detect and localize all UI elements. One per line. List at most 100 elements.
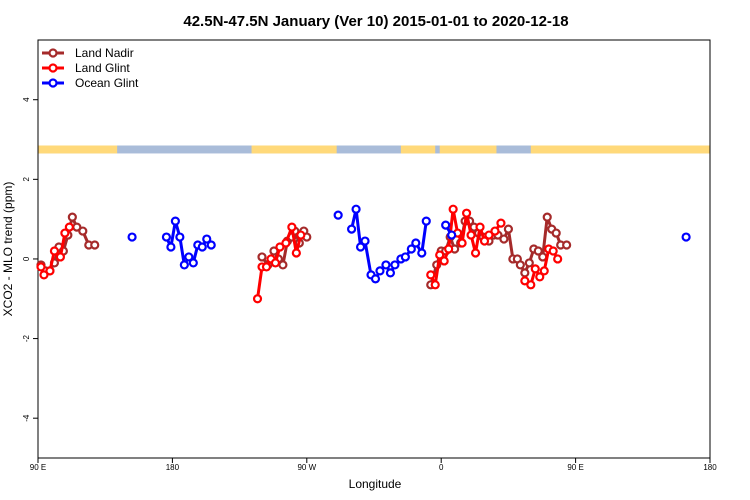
land-glint-point [496,218,506,228]
land-glint-point [39,270,49,280]
land-glint-point [479,236,490,246]
land-glint-point [270,258,281,268]
land-nadir-point [520,268,530,278]
land-glint-point [457,238,467,248]
ocean-glint-point [161,232,172,242]
ocean-glint-point [406,244,416,254]
legend-label-land-glint: Land Glint [75,61,130,75]
ocean-glint-point [441,220,451,230]
land-glint-point [520,276,530,286]
ocean-glint-point [170,216,180,226]
land-glint-point [526,280,536,290]
land-glint-point [475,222,485,232]
land-band-3 [439,145,497,154]
series-layer [36,204,691,304]
x-tick-label: 90 E [567,463,583,472]
ocean-glint-point [390,260,400,270]
ocean-glint-point [681,232,691,242]
land-glint-point [60,228,70,238]
land-glint-point [287,222,297,232]
chart-title: 42.5N-47.5N January (Ver 10) 2015-01-01 … [183,13,568,30]
land-glint-point [490,226,500,236]
y-axis: -4 -2 0 2 4 [22,97,38,422]
land-nadir-point [90,240,100,250]
land-nadir-point [551,228,561,238]
y-tick-label: -4 [22,414,31,422]
x-tick-label: 90 W [297,463,316,472]
land-glint-point [553,254,563,264]
land-glint-point [49,246,60,256]
ocean-glint-point [184,252,194,262]
land-band-1 [251,145,337,154]
ocean-glint-point [447,230,457,240]
land-nadir-point [278,260,288,270]
land-glint-point [444,244,454,254]
ocean-glint-point [375,266,385,276]
ocean-glint-point [188,258,198,268]
land-nadir-point [78,226,88,236]
land-glint-point [296,230,306,240]
series-ocean-glint [127,204,691,284]
land-band-2 [400,145,436,154]
y-tick-label: 0 [22,256,31,261]
land-nadir-point [67,212,77,222]
ocean-glint-point [347,224,357,234]
land-glint-point [55,252,66,262]
land-band-0 [38,145,118,154]
ocean-glint-point [166,242,176,252]
land-glint-point [261,262,272,272]
legend-label-land-nadir: Land Nadir [75,46,134,60]
land-glint-point [64,222,74,232]
land-nadir-point [257,252,267,262]
land-glint-point [45,266,55,276]
land-glint-point [275,242,285,252]
land-glint-point [466,230,476,240]
ocean-glint-point [400,252,410,262]
land-glint-point [548,246,558,256]
x-axis-label: Longitude [349,477,402,491]
x-tick-label: 90 E [30,463,46,472]
ocean-glint-point [175,232,185,242]
y-tick-label: -2 [22,334,31,342]
x-tick-label: 180 [703,463,717,472]
ocean-glint-point [417,248,427,258]
ocean-glint-point [127,232,137,242]
ocean-glint-point [411,238,421,248]
land-glint-point [484,230,494,240]
land-glint-point [426,270,436,280]
legend-label-ocean-glint: Ocean Glint [75,76,139,90]
land-glint-point [291,248,301,258]
legend-marker-ocean-glint [48,78,58,88]
ocean-glint-point [333,210,343,220]
land-glint-point [435,250,445,260]
x-tick-label: 180 [166,463,180,472]
land-nadir-point [524,258,534,268]
land-glint-point [539,266,549,276]
land-nadir-point [515,260,525,270]
land-glint-point [252,294,263,304]
land-band-4 [530,145,710,154]
ocean-glint-point [197,242,207,252]
land-glint-point [439,256,449,266]
land-glint-point [448,204,458,214]
y-tick-label: 2 [22,177,31,182]
y-tick-label: 4 [22,97,31,102]
plot-frame [37,39,711,459]
ocean-glint-point [360,236,370,246]
ocean-band [38,145,710,154]
ocean-glint-point [370,274,381,284]
y-axis-label: XCO2 - MLO trend (ppm) [1,182,15,317]
x-tick-label: 0 [439,463,444,472]
ocean-glint-point [202,234,212,244]
land-nadir-point [503,224,513,234]
land-glint-point [535,272,545,282]
land-glint-point [36,262,46,272]
ocean-glint-point [385,268,396,278]
series-land-glint [36,204,563,304]
land-nadir-point [562,240,572,250]
series-land-nadir [36,212,572,290]
legend-marker-land-glint [48,63,58,73]
land-glint-point [530,264,540,274]
